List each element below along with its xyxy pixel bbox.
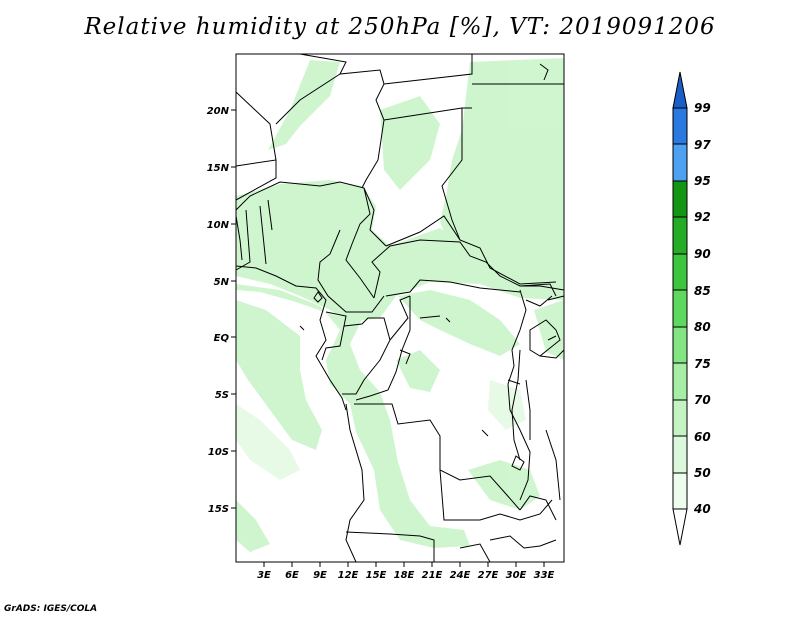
colorbar-label: 60 xyxy=(694,430,711,444)
colorbar-label: 99 xyxy=(694,101,711,115)
lon-tick-label: 12E xyxy=(338,570,359,581)
lon-tick-label: 30E xyxy=(506,570,527,581)
lon-tick-label: 15E xyxy=(366,570,387,581)
lat-tick-label: 20N xyxy=(207,106,230,117)
colorbar-label: 85 xyxy=(694,284,711,298)
longitude-labels: 3E 6E 9E 12E 15E 18E 21E 24E 27E 30E 33E xyxy=(257,570,554,581)
lon-tick-label: 6E xyxy=(285,570,299,581)
colorbar-labels: 99 97 95 92 90 85 80 75 70 60 50 40 xyxy=(693,101,711,516)
latitude-axis xyxy=(231,109,236,509)
lat-tick-label: 10N xyxy=(207,220,230,231)
lat-tick-label: 10S xyxy=(208,447,229,458)
colorbar-swatch-70-75 xyxy=(672,362,688,401)
colorbar-swatch-97-99 xyxy=(672,107,688,145)
map-frame xyxy=(235,53,565,563)
lat-tick-label: EQ xyxy=(214,333,230,344)
colorbar-swatch-95-97 xyxy=(672,143,688,182)
colorbar-label: 95 xyxy=(694,174,711,188)
colorbar-swatch-85-90 xyxy=(672,253,688,291)
lon-tick-label: 27E xyxy=(478,570,499,581)
colorbar-label: 90 xyxy=(694,247,711,261)
map-panel xyxy=(235,53,565,563)
lon-tick-label: 18E xyxy=(394,570,415,581)
lon-tick-label: 9E xyxy=(313,570,327,581)
colorbar-label: 70 xyxy=(694,393,711,407)
colorbar-swatch-80-85 xyxy=(672,289,688,328)
grads-credit: GrADS: IGES/COLA xyxy=(4,604,98,614)
colorbar-swatch-60-70 xyxy=(672,399,688,437)
colorbar xyxy=(672,71,688,546)
colorbar-label: 80 xyxy=(694,320,711,334)
colorbar-swatch-75-80 xyxy=(672,326,688,364)
colorbar-swatch-90-92 xyxy=(672,216,688,255)
country-borders xyxy=(235,53,565,563)
lat-tick-label: 15S xyxy=(208,504,229,515)
lon-tick-label: 3E xyxy=(257,570,271,581)
lon-tick-label: 21E xyxy=(422,570,443,581)
longitude-axis xyxy=(263,562,545,567)
latitude-labels: 20N 15N 10N 5N EQ 5S 10S 15S xyxy=(207,106,230,515)
lat-tick-label: 15N xyxy=(207,163,230,174)
colorbar-bottom-arrow xyxy=(672,508,688,546)
colorbar-label: 97 xyxy=(694,138,711,152)
humidity-shading xyxy=(236,58,564,552)
colorbar-label: 50 xyxy=(694,466,711,480)
humidity-shading-light xyxy=(236,380,526,480)
lon-tick-label: 24E xyxy=(450,570,471,581)
lat-tick-label: 5N xyxy=(214,277,230,288)
colorbar-label: 92 xyxy=(694,210,711,224)
map-title: Relative humidity at 250hPa [%], VT: 201… xyxy=(84,14,716,40)
colorbar-swatch-40-50 xyxy=(672,472,688,510)
colorbar-label: 40 xyxy=(693,502,711,516)
colorbar-swatch-50-60 xyxy=(672,435,688,474)
colorbar-swatch-92-95 xyxy=(672,180,688,218)
colorbar-top-arrow xyxy=(672,71,688,109)
lon-tick-label: 33E xyxy=(534,570,555,581)
lat-tick-label: 5S xyxy=(215,390,229,401)
colorbar-label: 75 xyxy=(694,357,711,371)
